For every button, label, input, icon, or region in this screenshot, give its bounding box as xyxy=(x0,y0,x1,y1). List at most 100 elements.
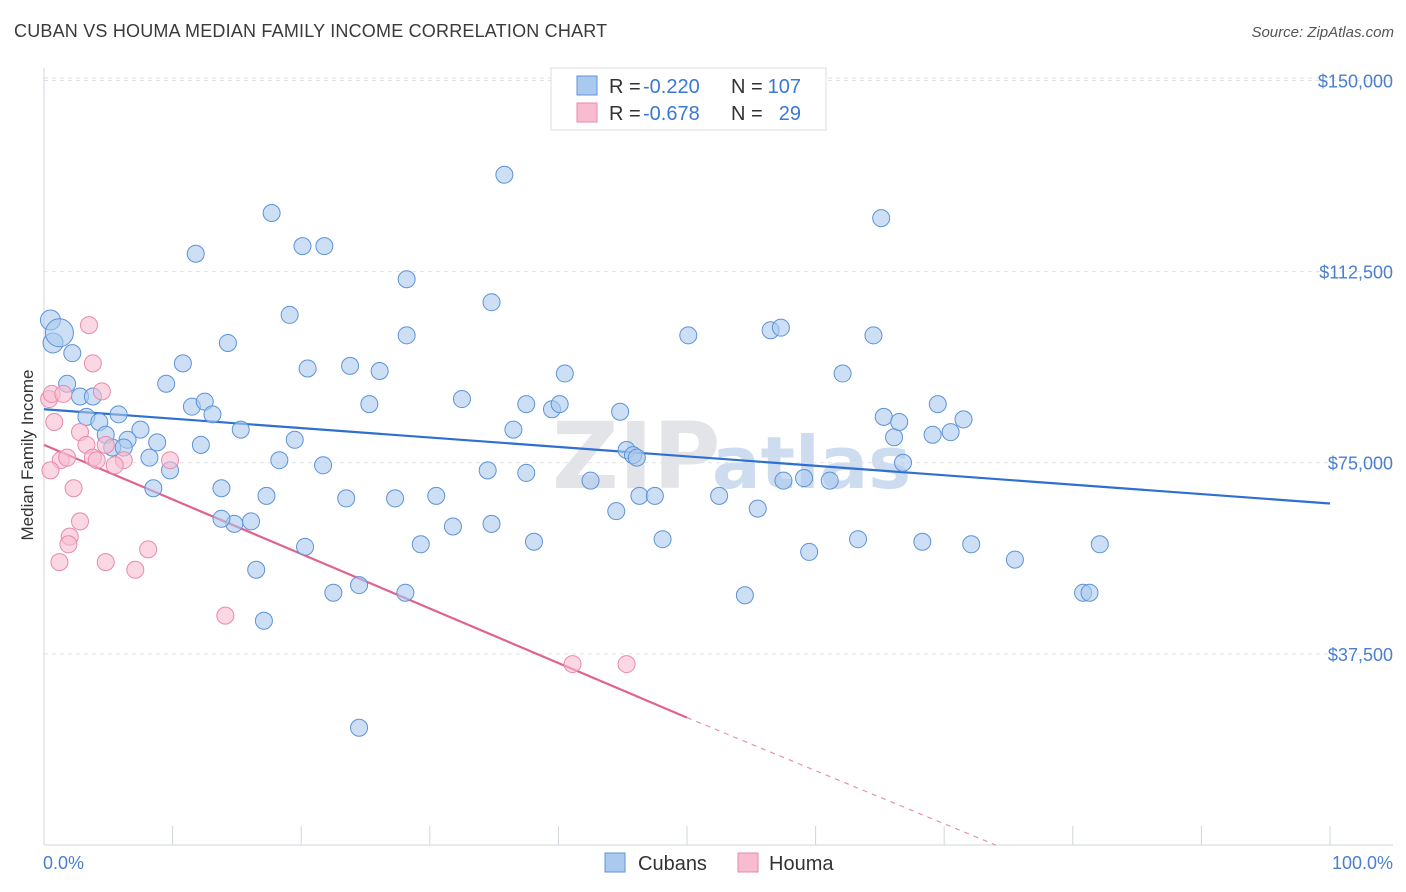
point-cubans-45 xyxy=(427,486,446,505)
point-houma-2 xyxy=(54,384,73,403)
legend-r-label-cubans: R = xyxy=(609,76,641,98)
point-cubans-18 xyxy=(144,479,163,498)
point-cubans-96 xyxy=(954,410,973,429)
point-houma-3 xyxy=(45,412,64,431)
legend-r-value-houma: -0.678 xyxy=(643,103,700,125)
point-cubans-66 xyxy=(550,395,569,414)
point-cubans-44 xyxy=(411,535,430,554)
legend-n-label-cubans: N = xyxy=(731,76,763,98)
x-tick-label-min: 0.0% xyxy=(43,853,84,873)
point-cubans-61 xyxy=(397,326,416,345)
point-cubans-42 xyxy=(386,489,405,508)
point-cubans-47 xyxy=(452,390,471,409)
point-cubans-2 xyxy=(44,318,74,348)
point-cubans-74 xyxy=(653,530,672,549)
point-cubans-50 xyxy=(504,420,523,439)
point-cubans-60 xyxy=(280,305,299,324)
point-cubans-106 xyxy=(350,718,369,737)
series-legend: Cubans Houma xyxy=(604,852,834,875)
point-cubans-77 xyxy=(735,586,754,605)
trend-line-cubans xyxy=(43,408,1331,505)
legend-n-value-cubans: 107 xyxy=(768,76,801,98)
point-cubans-27 xyxy=(231,420,250,439)
y-tick-labels: $37,500 $75,000 $112,500 $150,000 xyxy=(1318,71,1393,664)
point-cubans-101 xyxy=(1090,535,1109,554)
point-cubans-93 xyxy=(923,425,942,444)
point-cubans-94 xyxy=(928,395,947,414)
point-cubans-92 xyxy=(913,532,932,551)
point-cubans-36 xyxy=(324,583,343,602)
point-cubans-3 xyxy=(63,344,82,363)
point-cubans-82 xyxy=(795,469,814,488)
point-cubans-52 xyxy=(524,532,543,551)
point-cubans-95 xyxy=(941,423,960,442)
y-axis-title: Median Family Income xyxy=(18,369,37,540)
point-cubans-39 xyxy=(341,356,360,375)
point-cubans-8 xyxy=(109,405,128,424)
point-cubans-90 xyxy=(890,412,909,431)
point-cubans-59 xyxy=(186,244,205,263)
point-cubans-87 xyxy=(864,326,883,345)
point-cubans-30 xyxy=(257,486,276,505)
point-houma-4 xyxy=(80,316,99,335)
point-cubans-68 xyxy=(611,402,630,421)
point-houma-17 xyxy=(64,479,83,498)
point-cubans-98 xyxy=(1005,550,1024,569)
point-cubans-105 xyxy=(254,611,273,630)
point-cubans-57 xyxy=(315,237,334,256)
point-houma-24 xyxy=(126,560,145,579)
point-cubans-72 xyxy=(630,486,649,505)
point-cubans-75 xyxy=(679,326,698,345)
point-cubans-33 xyxy=(298,359,317,378)
point-cubans-15 xyxy=(148,433,167,452)
source-label: Source: ZipAtlas.com xyxy=(1251,24,1394,41)
point-cubans-32 xyxy=(285,430,304,449)
point-cubans-80 xyxy=(771,318,790,337)
point-cubans-84 xyxy=(820,471,839,490)
point-cubans-23 xyxy=(191,435,210,454)
point-cubans-81 xyxy=(774,471,793,490)
point-cubans-58 xyxy=(262,204,281,222)
chart-title: CUBAN VS HOUMA MEDIAN FAMILY INCOME CORR… xyxy=(14,21,608,41)
point-houma-22 xyxy=(50,553,69,572)
point-cubans-48 xyxy=(478,461,497,480)
point-cubans-37 xyxy=(337,489,356,508)
point-cubans-97 xyxy=(962,535,981,554)
point-cubans-100 xyxy=(1080,583,1099,602)
point-cubans-86 xyxy=(849,530,868,549)
point-cubans-51 xyxy=(517,463,536,482)
watermark: ZIP atlas xyxy=(552,403,911,510)
y-tick-label-0: $37,500 xyxy=(1328,645,1393,665)
point-houma-5 xyxy=(83,354,102,373)
data-points xyxy=(39,165,1109,737)
point-cubans-38 xyxy=(350,576,369,595)
point-cubans-71 xyxy=(627,448,646,467)
point-cubans-83 xyxy=(800,542,819,561)
point-cubans-26 xyxy=(212,479,231,498)
point-houma-21 xyxy=(139,540,158,559)
axes xyxy=(43,68,1393,846)
y-tick-label-1: $75,000 xyxy=(1328,454,1393,474)
legend-n-value-houma: 29 xyxy=(779,103,801,125)
series-cubans xyxy=(39,165,1109,737)
point-cubans-102 xyxy=(872,209,891,228)
point-cubans-49 xyxy=(482,514,501,533)
point-cubans-35 xyxy=(296,537,315,556)
point-houma-18 xyxy=(71,512,90,531)
point-houma-25 xyxy=(216,606,235,625)
gridlines xyxy=(44,77,1393,655)
point-cubans-73 xyxy=(645,486,664,505)
point-cubans-64 xyxy=(517,395,536,414)
point-cubans-29 xyxy=(242,512,261,531)
legend-swatch-houma xyxy=(576,102,598,123)
point-cubans-55 xyxy=(581,471,600,490)
legend-bottom-label-houma: Houma xyxy=(769,853,834,875)
point-cubans-24 xyxy=(203,405,222,424)
y-tick-label-2: $112,500 xyxy=(1319,263,1393,283)
point-cubans-19 xyxy=(157,374,176,393)
point-cubans-25 xyxy=(218,333,237,352)
point-houma-23 xyxy=(96,553,115,572)
legend-swatch-cubans xyxy=(576,75,598,96)
point-cubans-54 xyxy=(555,364,574,383)
